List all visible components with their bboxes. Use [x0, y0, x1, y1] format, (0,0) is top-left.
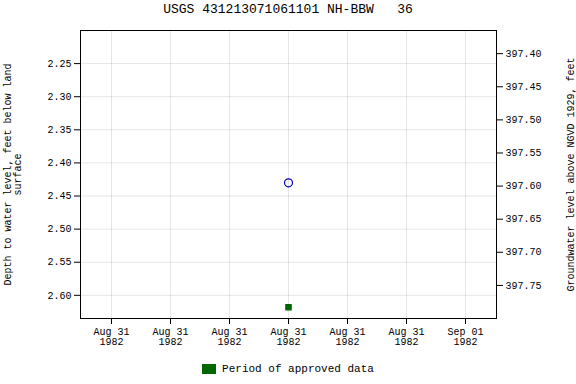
svg-text:2.50: 2.50	[47, 224, 71, 235]
svg-text:2.25: 2.25	[47, 59, 71, 70]
svg-text:2.40: 2.40	[47, 158, 71, 169]
svg-text:Aug 311982: Aug 311982	[270, 327, 306, 348]
svg-text:Depth to water level, feet bel: Depth to water level, feet below landsur…	[3, 63, 24, 285]
svg-text:397.45: 397.45	[506, 82, 542, 93]
svg-text:2.60: 2.60	[47, 291, 71, 302]
svg-text:Aug 311982: Aug 311982	[93, 327, 129, 348]
svg-text:397.55: 397.55	[506, 148, 542, 159]
svg-text:Sep 011982: Sep 011982	[447, 327, 483, 348]
svg-text:Aug 311982: Aug 311982	[388, 327, 424, 348]
svg-text:397.65: 397.65	[506, 214, 542, 225]
svg-text:397.50: 397.50	[506, 115, 542, 126]
svg-text:2.45: 2.45	[47, 191, 71, 202]
svg-text:Aug 311982: Aug 311982	[211, 327, 247, 348]
html-text:USGS 431213071061101 NH-BBW 36: USGS 431213071061101 NH-BBW 36	[163, 2, 413, 17]
svg-text:Aug 311982: Aug 311982	[329, 327, 365, 348]
svg-text:397.75: 397.75	[506, 281, 542, 292]
svg-text:Groundwater level above NGVD 1: Groundwater level above NGVD 1929, feet	[566, 57, 576, 291]
svg-text:397.60: 397.60	[506, 181, 542, 192]
svg-text:2.30: 2.30	[47, 92, 71, 103]
svg-text:2.35: 2.35	[47, 125, 71, 136]
html-text:Period of approved data: Period of approved data	[222, 363, 374, 375]
svg-text:Aug 311982: Aug 311982	[152, 327, 188, 348]
svg-text:397.70: 397.70	[506, 247, 542, 258]
svg-text:2.55: 2.55	[47, 257, 71, 268]
svg-text:397.40: 397.40	[506, 49, 542, 60]
